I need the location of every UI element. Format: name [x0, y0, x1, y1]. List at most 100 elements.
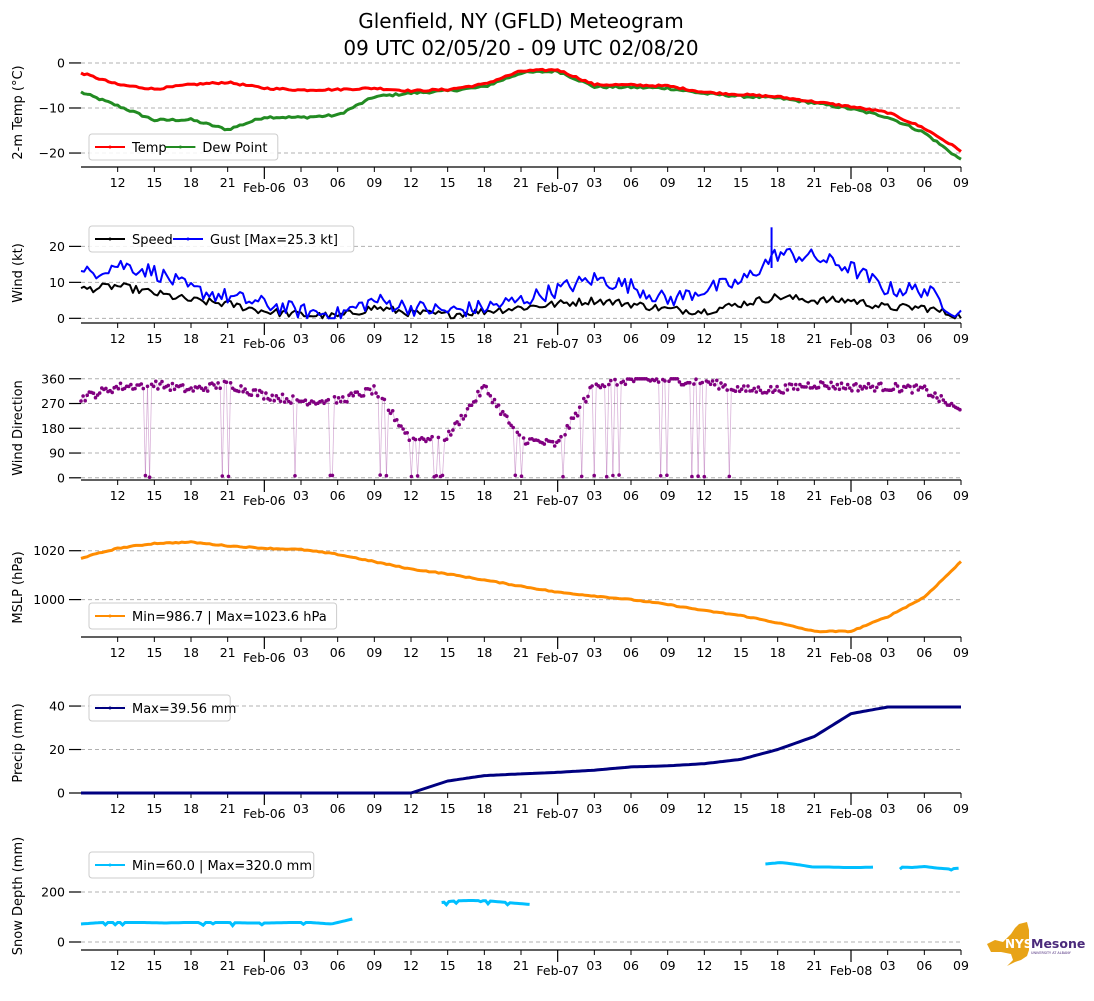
wind-direction-point: [484, 384, 489, 389]
wind-direction-point: [424, 439, 428, 444]
wind-direction-point: [750, 388, 754, 393]
y-tick-label: 1020: [33, 543, 65, 558]
x-tick-label-hour: 21: [513, 958, 529, 973]
wind-direction-point: [579, 474, 584, 479]
wind-direction-point: [341, 395, 345, 399]
x-tick-label-hour: 09: [660, 331, 676, 346]
y-tick-label: 40: [49, 699, 65, 714]
wind-direction-point: [444, 437, 449, 442]
wind-direction-point: [607, 382, 611, 387]
snow-depth-segment: [765, 861, 874, 869]
wind-direction-point: [278, 399, 283, 404]
x-tick-label-day: Feb-07: [536, 650, 579, 665]
wind-direction-connector: [606, 384, 610, 477]
x-tick-label-hour: 03: [880, 958, 896, 973]
x-tick-label-hour: 03: [586, 175, 602, 190]
wind-direction-point: [241, 389, 245, 394]
wind-direction-point: [79, 399, 83, 403]
y-axis-label: Snow Depth (mm): [11, 837, 26, 955]
x-tick-label-hour: 06: [623, 175, 639, 190]
y-tick-label: −10: [39, 100, 65, 115]
wind-direction-point: [129, 382, 133, 387]
wind-direction-point: [571, 416, 576, 421]
wind-direction-point: [758, 388, 763, 393]
x-tick-label-hour: 12: [696, 645, 712, 660]
wind-direction-point: [201, 388, 206, 393]
x-tick-label-day: Feb-07: [536, 493, 579, 508]
x-tick-label-hour: 03: [293, 175, 309, 190]
wind-direction-point: [376, 395, 380, 399]
x-tick-label-hour: 12: [110, 958, 126, 973]
wind-direction-point: [517, 433, 522, 437]
x-tick-label-hour: 06: [330, 801, 346, 816]
wind-direction-point: [370, 392, 374, 396]
x-tick-label-hour: 21: [806, 958, 822, 973]
wind-direction-point: [154, 379, 158, 384]
wind-direction-point: [170, 381, 175, 386]
x-tick-label-hour: 06: [916, 488, 932, 503]
x-tick-label-hour: 18: [183, 801, 199, 816]
x-tick-label-day: Feb-06: [243, 336, 286, 351]
wind-direction-point: [781, 391, 786, 395]
y-tick-label: 0: [57, 55, 65, 70]
x-tick-label-hour: 06: [916, 645, 932, 660]
wind-direction-point: [860, 387, 864, 391]
x-tick-label-hour: 15: [733, 175, 749, 190]
x-tick-label-hour: 12: [696, 175, 712, 190]
wind-direction-connector: [332, 396, 335, 476]
x-tick-label-hour: 12: [110, 645, 126, 660]
wind-direction-connector: [431, 436, 435, 477]
x-tick-label-hour: 12: [696, 958, 712, 973]
legend-label: Speed: [132, 233, 173, 248]
legend-label: Max=39.56 mm: [132, 702, 236, 717]
panel-snow: 0 200 Snow Depth (mm) 12 15 18 21 03 06 09 12 15 18 2…: [11, 837, 969, 978]
wind-direction-point: [374, 391, 378, 395]
wind-direction-point: [457, 422, 462, 427]
legend-marker: [108, 863, 112, 867]
x-tick-label-day: Feb-06: [243, 963, 286, 978]
wind-direction-point: [413, 437, 418, 442]
wind-direction-point: [733, 389, 738, 394]
wind-direction-connector: [689, 382, 693, 477]
wind-direction-connector: [226, 382, 229, 477]
y-axis-label: 2-m Temp (°C): [11, 65, 26, 159]
x-tick-label-day: Feb-06: [243, 493, 286, 508]
wind-direction-point: [274, 394, 279, 398]
wind-direction-connector: [562, 434, 566, 477]
wind-direction-point: [559, 434, 563, 439]
wind-direction-point: [203, 386, 208, 390]
x-tick-label-hour: 09: [366, 175, 382, 190]
wind-direction-point: [710, 379, 715, 383]
wind-direction-point: [575, 414, 580, 418]
y-tick-label: 1000: [33, 592, 65, 607]
wind-direction-point: [505, 414, 509, 419]
x-tick-label-hour: 12: [110, 801, 126, 816]
x-tick-label-hour: 12: [110, 488, 126, 503]
wind-direction-point: [461, 417, 466, 421]
x-tick-label-hour: 06: [330, 175, 346, 190]
x-tick-label-hour: 09: [953, 175, 969, 190]
legend-marker: [108, 706, 112, 710]
wind-direction-connector: [658, 382, 662, 476]
wind-direction-connector: [519, 434, 522, 477]
wind-direction-point: [498, 412, 503, 417]
wind-direction-point: [879, 381, 883, 386]
wind-direction-point: [228, 381, 233, 385]
x-tick-label-hour: 09: [953, 488, 969, 503]
wind-direction-point: [941, 398, 946, 402]
legend-box: [88, 602, 338, 630]
x-tick-label-day: Feb-07: [536, 180, 579, 195]
wind-direction-point: [893, 381, 898, 386]
x-tick-label-hour: 21: [220, 488, 236, 503]
wind-direction-point: [401, 427, 405, 431]
wind-direction-point: [845, 382, 850, 387]
x-tick-label-hour: 15: [440, 645, 456, 660]
wind-direction-connector: [612, 379, 616, 476]
x-tick-label-hour: 15: [146, 488, 162, 503]
x-tick-label-day: Feb-08: [830, 493, 873, 508]
x-tick-label-hour: 06: [916, 331, 932, 346]
x-tick-label-hour: 18: [476, 175, 492, 190]
x-tick-label-hour: 21: [806, 488, 822, 503]
wind-direction-point: [665, 473, 669, 478]
x-tick-label-hour: 06: [623, 331, 639, 346]
